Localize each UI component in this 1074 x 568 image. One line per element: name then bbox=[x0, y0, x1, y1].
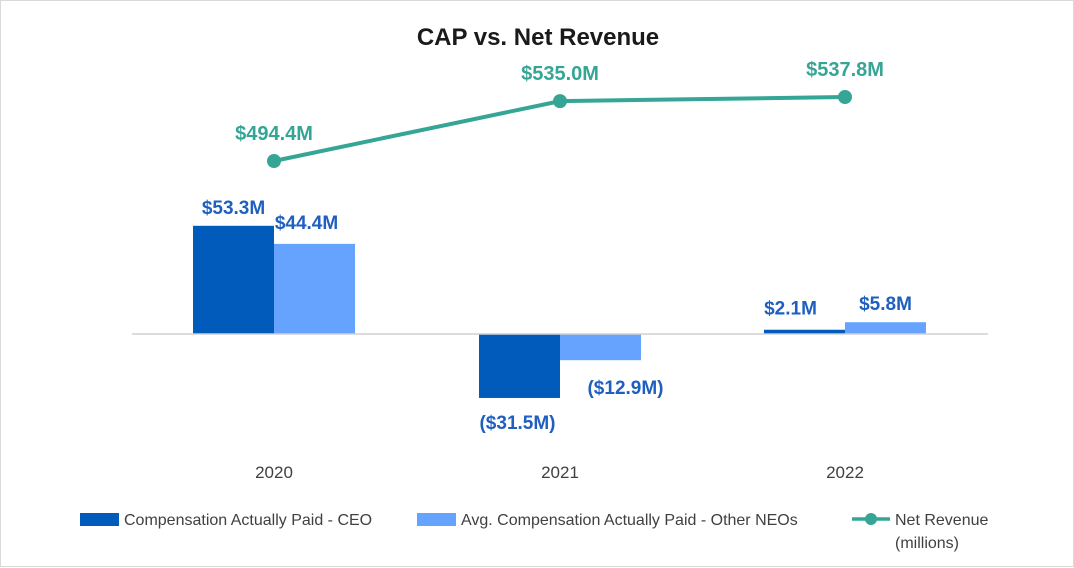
bar-neo-2021 bbox=[560, 334, 641, 361]
bar-label-ceo-2020: $53.3M bbox=[202, 198, 265, 219]
net-revenue-line-layer: $494.4M $535.0M $537.8M bbox=[235, 59, 884, 168]
net-revenue-label-2020: $494.4M bbox=[235, 123, 313, 145]
bar-neo-2020 bbox=[274, 243, 355, 334]
net-revenue-label-2022: $537.8M bbox=[806, 59, 884, 81]
bar-ceo-2021 bbox=[479, 334, 560, 398]
net-revenue-point-2021 bbox=[553, 94, 567, 109]
legend-label-net-revenue-units: (millions) bbox=[895, 535, 959, 552]
bar-label-ceo-2021: ($31.5M) bbox=[479, 413, 555, 434]
category-label-2020: 2020 bbox=[255, 463, 293, 482]
chart-title: CAP vs. Net Revenue bbox=[417, 24, 659, 51]
net-revenue-point-2022 bbox=[838, 90, 852, 104]
bars-layer: $53.3M ($31.5M) $2.1M $44.4M ($12.9M) $5.8M bbox=[193, 198, 926, 434]
bar-label-ceo-2022: $2.1M bbox=[764, 299, 817, 320]
legend-swatch-ceo bbox=[80, 513, 119, 526]
bar-neo-2022 bbox=[845, 322, 926, 334]
legend-marker-net-revenue bbox=[865, 513, 877, 525]
category-axis-labels: 2020 2021 2022 bbox=[255, 463, 864, 482]
bar-label-neo-2020: $44.4M bbox=[275, 213, 338, 234]
bar-label-neo-2021: ($12.9M) bbox=[587, 378, 663, 399]
net-revenue-label-2021: $535.0M bbox=[521, 63, 599, 85]
legend-label-neo: Avg. Compensation Actually Paid - Other … bbox=[461, 512, 798, 529]
net-revenue-point-2020 bbox=[267, 154, 281, 168]
legend: Compensation Actually Paid - CEO Avg. Co… bbox=[80, 512, 988, 552]
bar-label-neo-2022: $5.8M bbox=[859, 294, 912, 315]
legend-label-ceo: Compensation Actually Paid - CEO bbox=[124, 512, 372, 529]
category-label-2021: 2021 bbox=[541, 463, 579, 482]
bar-ceo-2020 bbox=[193, 225, 274, 334]
legend-label-net-revenue: Net Revenue bbox=[895, 512, 988, 529]
category-label-2022: 2022 bbox=[826, 463, 864, 482]
legend-swatch-neo bbox=[417, 513, 456, 526]
bar-ceo-2022 bbox=[764, 329, 845, 334]
